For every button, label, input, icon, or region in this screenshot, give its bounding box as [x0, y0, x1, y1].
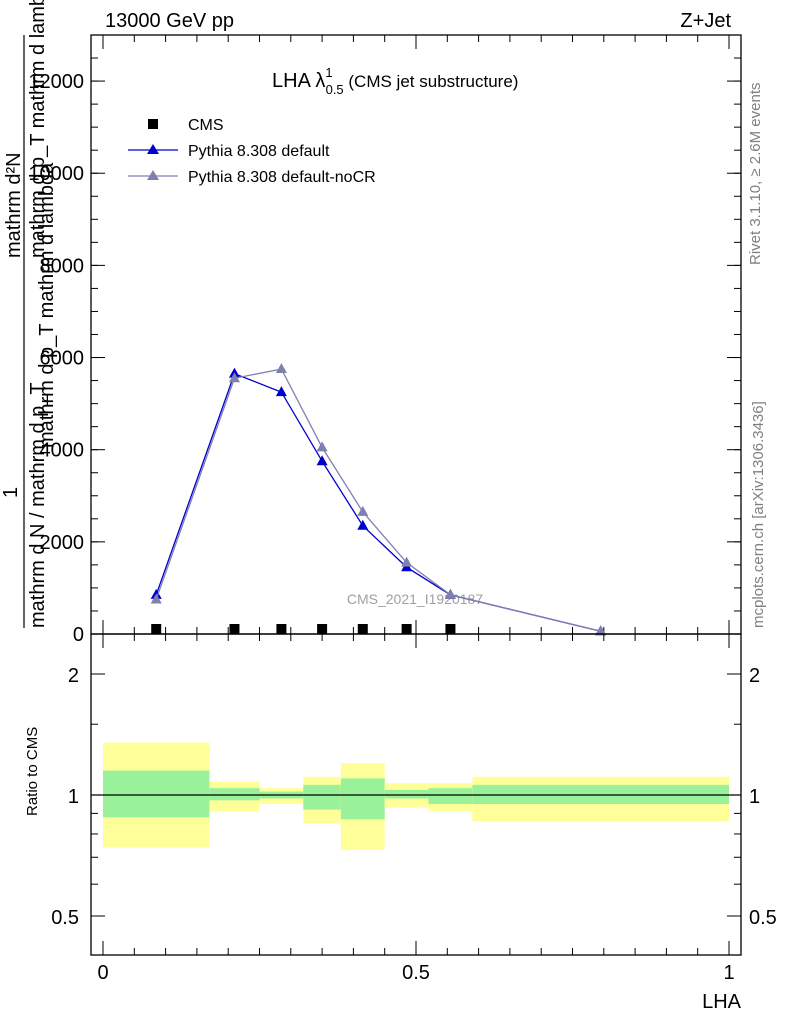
ratio-xtick-label: 0.5 [402, 962, 430, 984]
ratio-band-inner [384, 789, 429, 799]
legend-label-cms: CMS [188, 117, 224, 134]
legend-marker-nocr [147, 170, 159, 180]
data-point-2 [150, 593, 162, 604]
ratio-xtick-label: 0 [97, 962, 108, 984]
data-point-2 [444, 588, 456, 599]
legend-marker-default [147, 144, 159, 154]
data-point-cms [401, 624, 412, 634]
ylabel-denominator-1: mathrm d p_T mathrm d lambda [27, 0, 49, 258]
data-point-2 [275, 363, 287, 374]
data-point-1 [275, 386, 287, 397]
ylabel-numerator: mathrm d²N [3, 152, 25, 258]
data-point-2 [401, 556, 413, 567]
data-point-cms [445, 624, 456, 634]
ratio-band-inner [303, 784, 341, 810]
ylabel-lower: mathrm d N / mathrm d p_T [27, 382, 49, 628]
ratio-band-inner [103, 770, 210, 818]
ratio-ytick-label: 2 [68, 665, 79, 687]
main-ytick-label: 10000 [28, 163, 84, 185]
main-series [150, 363, 607, 636]
data-point-2 [357, 505, 369, 516]
ratio-bands [91, 742, 741, 850]
watermark: CMS_2021_I1920187 [347, 591, 483, 607]
ratio-ytick-label: 0.5 [51, 907, 79, 929]
ratio-xtick-label: 1 [723, 962, 734, 984]
main-ytick-label: 12000 [28, 71, 84, 93]
ratio-frame [90, 633, 742, 956]
data-point-cms [151, 624, 162, 634]
ratio-xlabel: LHA [702, 991, 742, 1013]
main-ytick-label: 2000 [40, 532, 85, 554]
main-ytick-label: 6000 [40, 348, 85, 370]
ratio-ytick-label-right: 1 [749, 786, 760, 808]
header-left: 13000 GeV pp [105, 10, 234, 32]
ratio-band-inner [472, 784, 729, 804]
data-point-1 [357, 519, 369, 530]
data-point-2 [228, 372, 240, 383]
data-point-cms [276, 624, 287, 634]
main-ytick-label: 8000 [40, 255, 85, 277]
data-point-1 [316, 455, 328, 466]
series-line-2 [155, 368, 601, 632]
ratio-ytick-label-right: 2 [749, 665, 760, 687]
main-ylabel: mathrm d²N mathrm d p_T mathrm d lambda … [0, 0, 58, 628]
data-point-cms [229, 624, 240, 634]
mcplots-label: mcplots.cern.ch [arXiv:1306.3436] [750, 401, 767, 628]
main-ytick-label: 4000 [40, 440, 85, 462]
ratio-ylabel: Ratio to CMS [24, 727, 41, 816]
data-point-2 [316, 441, 328, 452]
main-title: LHA λ1 0.5 (CMS jet substructure) [272, 65, 518, 97]
main-axis-ticks: 0 2000 4000 6000 8000 10000 12000 [28, 34, 741, 646]
legend: CMS Pythia 8.308 default Pythia 8.308 de… [128, 117, 376, 186]
legend-label-default: Pythia 8.308 default [188, 143, 330, 160]
header-right: Z+Jet [680, 10, 731, 32]
rivet-label: Rivet 3.1.10, ≥ 2.6M events [747, 83, 764, 266]
ratio-band-inner [428, 788, 473, 804]
ratio-band-inner [209, 788, 260, 801]
ratio-ytick-label: 1 [68, 786, 79, 808]
data-point-2 [595, 625, 607, 636]
ratio-band-inner [340, 778, 385, 820]
legend-marker-cms [148, 119, 158, 129]
ylabel-denominator-2: mathrm d p_T mathrm d lambda [36, 162, 58, 448]
ratio-axis-ticks: 0.5 0.5 1 1 2 2 0 0.5 1 [51, 634, 777, 984]
data-point-cms [357, 624, 368, 634]
data-point-cms [317, 624, 328, 634]
main-ytick-label: 0 [73, 624, 84, 646]
ratio-ytick-label-right: 0.5 [749, 907, 777, 929]
ylabel-one: 1 [0, 487, 22, 498]
legend-label-nocr: Pythia 8.308 default-noCR [188, 169, 376, 186]
